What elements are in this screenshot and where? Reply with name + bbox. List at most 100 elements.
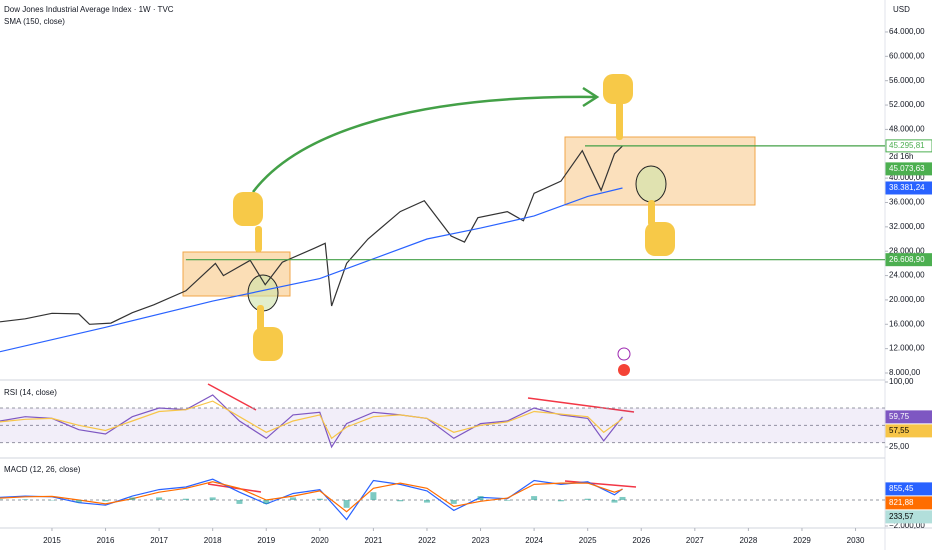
x-tick-label: 2018 xyxy=(204,536,222,545)
price-label-bg xyxy=(885,482,932,496)
price-label: 26.608,90 xyxy=(889,255,925,264)
x-tick-label: 2028 xyxy=(739,536,757,545)
trend-line xyxy=(207,483,262,493)
histogram-bar xyxy=(531,496,538,500)
y-tick-label: −2.000,00 xyxy=(889,521,925,530)
event-icon xyxy=(617,347,631,361)
price-label-bg xyxy=(885,253,932,267)
pointer-icon xyxy=(233,74,675,361)
price-label-bg xyxy=(885,139,932,153)
y-tick-label: 56.000,00 xyxy=(889,76,925,85)
arrow-head xyxy=(582,86,600,108)
histogram-bar xyxy=(450,500,457,504)
x-tick-label: 2023 xyxy=(472,536,490,545)
price-label: 45.295,81 xyxy=(889,141,925,150)
y-tick-label: 24.000,00 xyxy=(889,271,925,280)
x-tick-label: 2026 xyxy=(632,536,650,545)
indicator-label: SMA (150, close) xyxy=(4,17,65,26)
event-icon xyxy=(618,364,630,376)
histogram-bar xyxy=(316,498,323,500)
series-line xyxy=(0,145,623,325)
histogram-bar xyxy=(102,500,109,502)
histogram-bar xyxy=(343,500,350,508)
histogram-bar xyxy=(611,500,618,503)
histogram-bar xyxy=(290,497,297,500)
y-tick-label: 16.000,00 xyxy=(889,319,925,328)
y-tick-label: 8.000,00 xyxy=(889,368,921,377)
y-tick-label: 20.000,00 xyxy=(889,295,925,304)
histogram-bar xyxy=(263,500,270,504)
trend-line xyxy=(527,397,635,413)
histogram-bar xyxy=(129,497,136,500)
histogram-bar xyxy=(182,498,189,500)
price-label-bg xyxy=(885,410,932,424)
x-tick-label: 2021 xyxy=(364,536,382,545)
trend-line xyxy=(207,383,257,411)
x-tick-label: 2022 xyxy=(418,536,436,545)
histogram-bar xyxy=(477,496,484,500)
series-line xyxy=(0,478,623,521)
price-label: 57,55 xyxy=(889,426,910,435)
histogram-bar xyxy=(423,500,430,503)
currency-label: USD xyxy=(893,5,910,14)
y-tick-label: 12.000,00 xyxy=(889,344,925,353)
countdown-label: 2d 16h xyxy=(889,152,913,161)
price-label-bg xyxy=(885,162,932,176)
trend-line xyxy=(564,480,637,488)
histogram-bar xyxy=(584,498,591,500)
x-tick-label: 2019 xyxy=(257,536,275,545)
x-tick-label: 2015 xyxy=(43,536,61,545)
indicator-label: MACD (12, 26, close) xyxy=(4,465,81,474)
price-label: 59,75 xyxy=(889,412,910,421)
histogram-bar xyxy=(0,499,3,500)
arrow xyxy=(252,95,596,193)
x-tick-label: 2025 xyxy=(579,536,597,545)
x-tick-label: 2017 xyxy=(150,536,168,545)
y-tick-label: 52.000,00 xyxy=(889,100,925,109)
histogram-bar xyxy=(209,497,216,500)
x-tick-label: 2027 xyxy=(686,536,704,545)
histogram-bar xyxy=(75,500,82,503)
x-tick-label: 2030 xyxy=(847,536,865,545)
y-tick-label: 48.000,00 xyxy=(889,125,925,134)
price-label-bg xyxy=(885,510,932,524)
x-tick-label: 2016 xyxy=(97,536,115,545)
series-line xyxy=(0,400,623,440)
y-tick-label: 28.000,00 xyxy=(889,246,925,255)
series-line xyxy=(0,187,623,353)
series-line xyxy=(0,394,623,449)
rsi-band xyxy=(0,407,885,443)
histogram-bar xyxy=(370,492,377,500)
y-tick-label: 100,00 xyxy=(889,377,914,386)
price-label-bg xyxy=(885,496,932,510)
indicator-label: RSI (14, close) xyxy=(4,388,57,397)
series-line xyxy=(0,481,623,513)
histogram-bar xyxy=(557,500,564,502)
price-label-bg xyxy=(885,424,932,438)
histogram-bar xyxy=(236,500,243,504)
y-tick-label: 36.000,00 xyxy=(889,198,925,207)
price-label: 233,57 xyxy=(889,512,914,521)
y-tick-label: 60.000,00 xyxy=(889,51,925,60)
histogram-bar xyxy=(619,496,626,500)
histogram-bar xyxy=(22,499,29,500)
histogram-bar xyxy=(504,500,511,501)
y-tick-label: 40.000,00 xyxy=(889,173,925,182)
x-tick-label: 2024 xyxy=(525,536,543,545)
chart-title: Dow Jones Industrial Average Index · 1W … xyxy=(4,5,174,14)
y-tick-label: 64.000,00 xyxy=(889,27,925,36)
price-label: 38.381,24 xyxy=(889,183,925,192)
y-tick-label: 25,00 xyxy=(889,442,910,451)
x-tick-label: 2029 xyxy=(793,536,811,545)
price-label: 821,88 xyxy=(889,498,914,507)
circle-marker xyxy=(635,165,667,203)
price-label-bg xyxy=(885,181,932,195)
histogram-bar xyxy=(156,497,163,500)
price-label: 855,45 xyxy=(889,484,914,493)
price-label: 45.073,63 xyxy=(889,164,925,173)
y-tick-label: 32.000,00 xyxy=(889,222,925,231)
x-tick-label: 2020 xyxy=(311,536,329,545)
